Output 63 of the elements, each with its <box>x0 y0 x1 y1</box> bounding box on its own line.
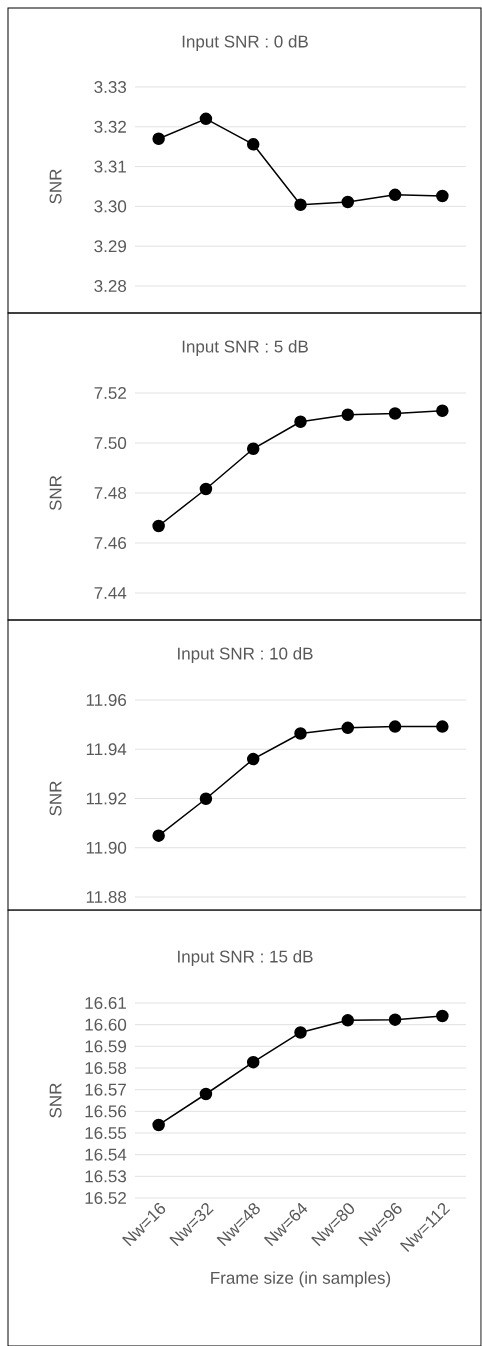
y-tick-label: 16.53 <box>85 1170 127 1183</box>
point <box>436 720 449 733</box>
chart-title: Input SNR : 0 dB <box>182 35 308 51</box>
y-tick-label: 7.50 <box>94 436 127 450</box>
y-tick-label: 3.30 <box>94 200 127 213</box>
y-tick-label: 16.60 <box>85 1018 127 1031</box>
y-tick-label: 7.44 <box>94 587 127 599</box>
y-tick-label: 3.32 <box>94 120 126 133</box>
point <box>152 132 165 145</box>
y-tick-label: 16.56 <box>85 1105 127 1118</box>
point <box>199 112 213 126</box>
y-tick-label: 3.29 <box>94 240 126 253</box>
chart-title: Input SNR : 5 dB <box>182 340 308 356</box>
y-tick-label: 16.59 <box>85 1040 126 1053</box>
y-tick-label: 7.48 <box>94 486 127 500</box>
x-axis-title: Frame size (in samples) <box>211 1271 391 1288</box>
y-tick-label: 16.57 <box>85 1083 126 1096</box>
point <box>388 407 402 420</box>
y-tick-label: 3.33 <box>94 80 127 94</box>
y-axis-title: SNR <box>49 475 62 511</box>
point <box>388 188 402 202</box>
point <box>388 720 402 733</box>
y-tick-label: 3.31 <box>94 160 126 173</box>
point <box>388 1013 402 1026</box>
point <box>246 442 260 455</box>
point <box>152 1118 165 1132</box>
y-tick-label: 16.52 <box>85 1191 126 1205</box>
y-axis-title: SNR <box>49 781 62 816</box>
point <box>199 792 213 805</box>
y-tick-label: 7.52 <box>94 386 126 400</box>
point <box>294 198 307 212</box>
y-tick-label: 16.54 <box>85 1148 127 1161</box>
point <box>294 415 307 428</box>
y-tick-label: 11.88 <box>86 890 127 904</box>
point <box>294 727 307 740</box>
point <box>246 752 260 766</box>
chart-title: Input SNR : 10 dB <box>178 647 313 663</box>
point <box>199 1087 213 1101</box>
point <box>152 519 165 533</box>
point <box>436 404 449 417</box>
y-tick-label: 3.28 <box>94 279 127 293</box>
point <box>341 195 355 209</box>
point <box>436 189 449 203</box>
y-tick-label: 16.61 <box>85 996 126 1010</box>
point <box>341 408 355 421</box>
y-tick-label: 16.58 <box>85 1061 127 1075</box>
y-tick-label: 16.55 <box>85 1126 127 1140</box>
y-tick-label: 11.92 <box>86 792 126 805</box>
y-tick-label: 7.46 <box>94 536 127 550</box>
point <box>246 1055 260 1069</box>
y-tick-label: 11.90 <box>86 841 127 854</box>
point <box>294 1026 307 1039</box>
y-tick-label: 11.94 <box>86 743 127 756</box>
point <box>341 721 355 735</box>
chart-title: Input SNR : 15 dB <box>178 950 313 966</box>
point <box>152 829 165 842</box>
point <box>341 1014 355 1027</box>
y-axis-title: SNR <box>49 169 62 204</box>
point <box>246 138 260 151</box>
y-tick-label: 11.96 <box>86 693 127 707</box>
point <box>199 482 213 496</box>
point <box>436 1009 449 1023</box>
y-axis-title: SNR <box>49 1083 62 1118</box>
